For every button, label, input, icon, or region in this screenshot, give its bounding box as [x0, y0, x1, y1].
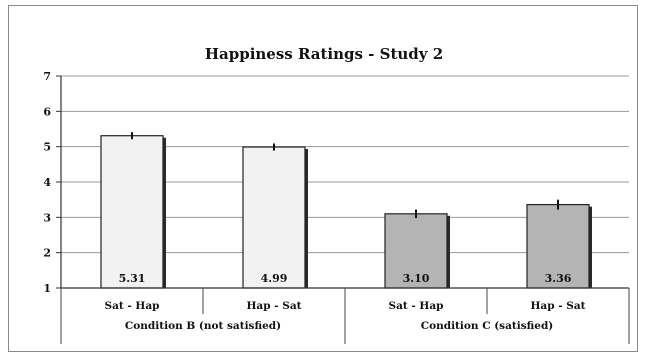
y-tick-label: 1 [43, 282, 51, 295]
category-label: Hap - Sat [247, 300, 302, 312]
data-label: 4.99 [261, 272, 288, 285]
bar [384, 213, 448, 289]
chart-title: Happiness Ratings - Study 2 [205, 45, 443, 63]
labels: 1 2 3 4 5 6 7 5.31 4.99 3.10 3.36 Sat - Hap Hap - Sa… [43, 70, 585, 332]
chart-frame: Happiness Ratings - Study 2 1 2 3 4 5 6 7 5.31 4… [8, 5, 638, 352]
data-label: 3.36 [545, 272, 572, 285]
y-tick-label: 2 [43, 247, 51, 260]
bars [100, 132, 592, 289]
group-label: Condition C (satisfied) [421, 320, 554, 332]
data-label: 3.10 [403, 272, 430, 285]
axes [56, 75, 630, 344]
y-tick-label: 5 [43, 141, 51, 154]
data-label: 5.31 [119, 272, 146, 285]
bar [526, 204, 590, 289]
category-label: Sat - Hap [105, 300, 160, 312]
y-tick-label: 6 [43, 105, 51, 118]
category-label: Sat - Hap [389, 300, 444, 312]
bar [100, 135, 164, 289]
y-tick-label: 4 [43, 176, 51, 189]
y-tick-label: 7 [43, 70, 51, 83]
y-tick-label: 3 [43, 211, 51, 224]
category-label: Hap - Sat [531, 300, 586, 312]
bar-chart: Happiness Ratings - Study 2 1 2 3 4 5 6 7 5.31 4… [43, 45, 630, 344]
bar [242, 146, 306, 289]
group-label: Condition B (not satisfied) [125, 320, 281, 332]
